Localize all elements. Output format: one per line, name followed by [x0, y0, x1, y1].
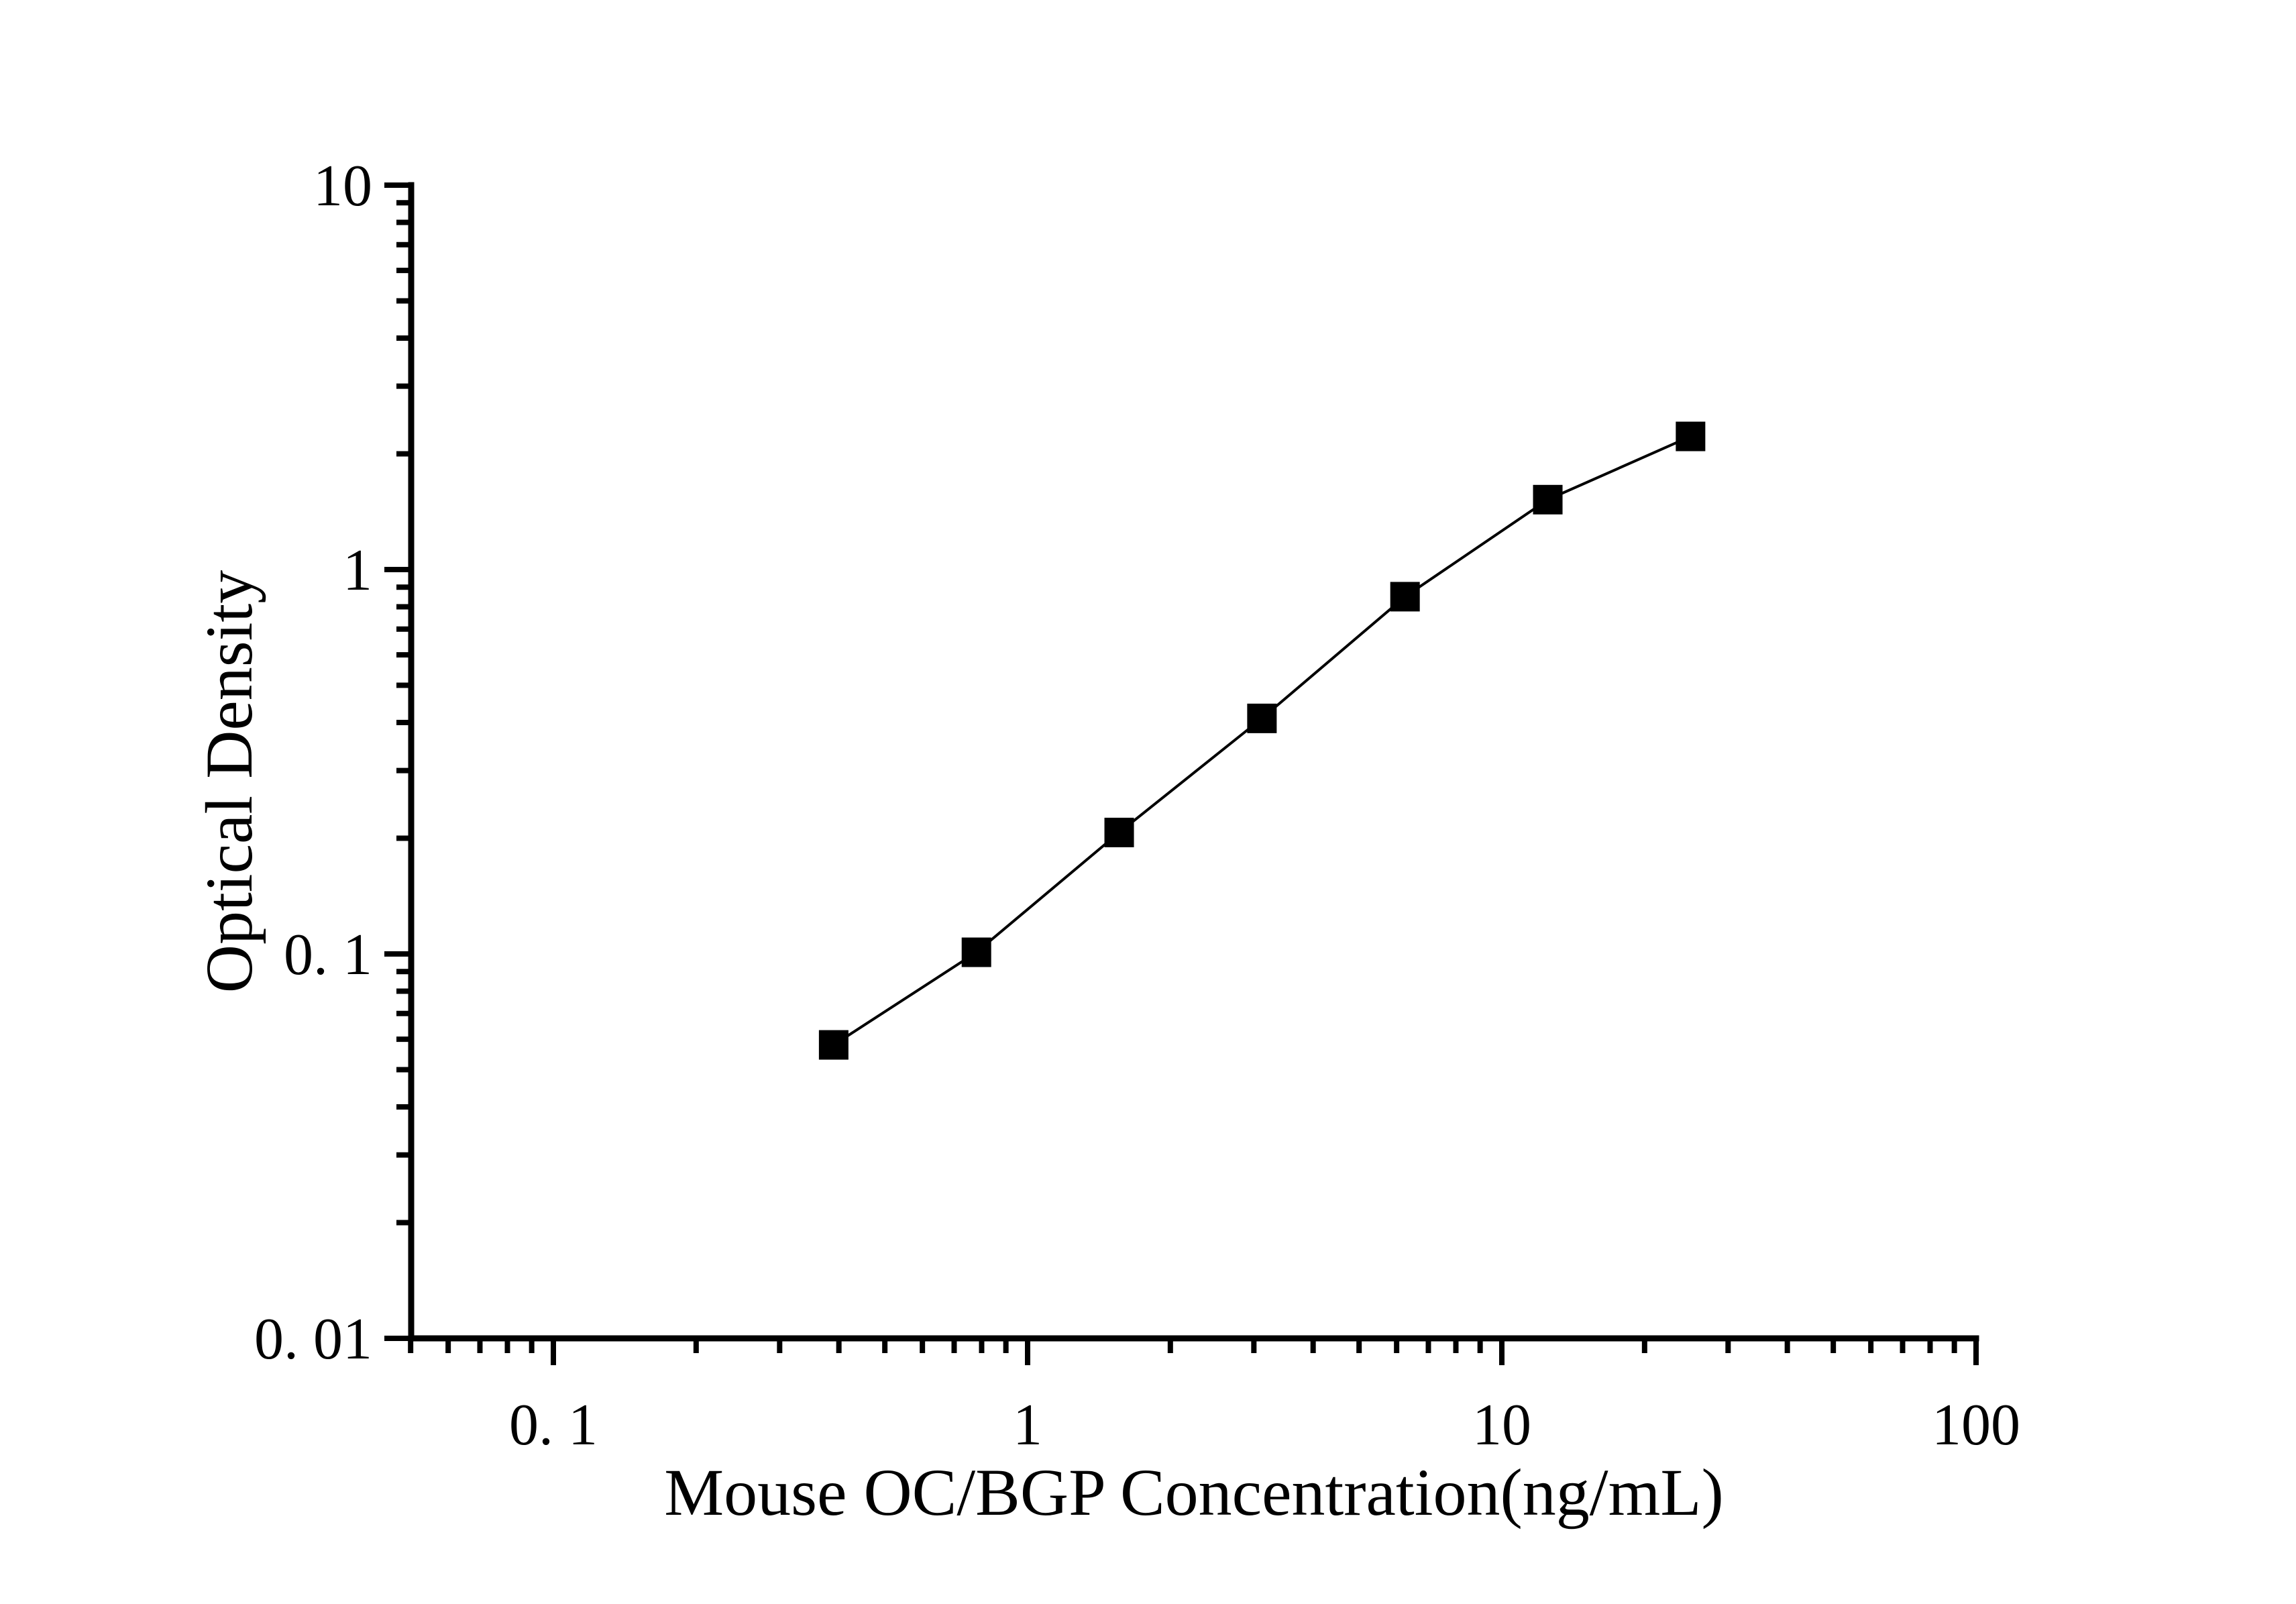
x-axis-title: Mouse OC/BGP Concentration(ng/mL): [664, 1455, 1724, 1530]
x-axis-tick-label: 100: [1932, 1393, 2020, 1458]
data-point-marker: [1247, 703, 1277, 733]
x-axis-tick-label: 0. 1: [509, 1393, 598, 1458]
data-point-marker: [1533, 484, 1563, 515]
ticks-group: [384, 182, 1979, 1365]
axes-group: [408, 182, 1979, 1342]
y-axis-tick-label: 10: [313, 154, 372, 219]
data-point-marker: [961, 937, 991, 967]
y-axis-tick-label: 1: [343, 538, 372, 603]
y-axis-tick-label: 0. 01: [254, 1307, 372, 1372]
data-point-marker: [1676, 421, 1706, 451]
data-point-marker: [818, 1030, 849, 1060]
data-point-marker: [1104, 817, 1134, 847]
x-axis-tick-label: 1: [1013, 1393, 1042, 1458]
data-point-marker: [1390, 582, 1420, 612]
series-group: [818, 421, 1706, 1060]
y-axis-title: Optical Density: [192, 570, 266, 993]
x-axis-tick-label: 10: [1472, 1393, 1531, 1458]
y-axis-tick-label: 0. 1: [284, 922, 372, 987]
tick-labels-group: 0. 1 1 10 100 10 1 0. 1 0. 01: [254, 154, 2020, 1458]
